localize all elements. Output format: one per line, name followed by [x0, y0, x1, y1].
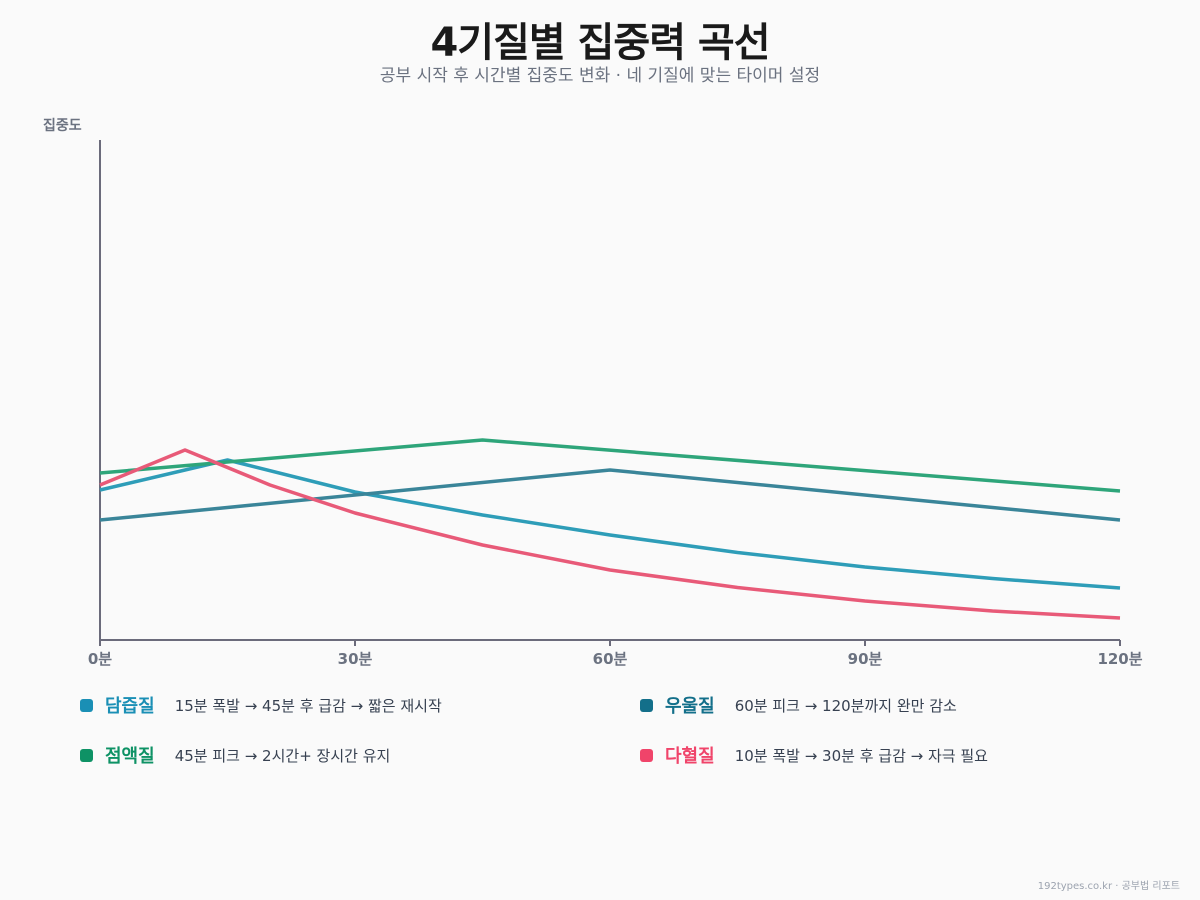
line-chart: 0분 30분 60분 90분 120분	[88, 140, 1143, 668]
chart-title: 4기질별 집중력 곡선	[430, 20, 770, 66]
legend-swatch	[80, 698, 93, 712]
chart-subtitle: 공부 시작 후 시간별 집중도 변화 · 네 기질에 맞는 타이머 설정	[379, 66, 821, 86]
legend-name: 우울질	[665, 696, 715, 717]
x-tick-label: 120분	[1097, 650, 1142, 668]
x-tick-label: 60분	[593, 650, 628, 668]
y-axis-label: 집중도	[43, 118, 82, 134]
footer-credit: 192types.co.kr · 공부법 리포트	[1037, 881, 1180, 892]
x-tick-label: 0분	[88, 650, 112, 668]
legend-swatch	[80, 748, 93, 762]
legend-description: 10분 폭발 → 30분 후 급감 → 자극 필요	[734, 746, 988, 765]
legend-item: 점액질 45분 피크 → 2시간+ 장시간 유지	[80, 743, 390, 767]
x-ticks: 0분 30분 60분 90분 120분	[88, 640, 1143, 668]
x-tick-label: 90분	[848, 650, 883, 668]
legend-name: 담즙질	[105, 696, 155, 717]
legend-description: 15분 폭발 → 45분 후 급감 → 짧은 재시작	[174, 696, 442, 715]
series-line-0	[99, 458, 1121, 590]
legend-item: 담즙질 15분 폭발 → 45분 후 급감 → 짧은 재시작	[80, 693, 442, 717]
legend-item: 다혈질 10분 폭발 → 30분 후 급감 → 자극 필요	[640, 743, 988, 767]
series-lines	[99, 438, 1121, 620]
legend-item: 우울질 60분 피크 → 120분까지 완만 감소	[640, 693, 957, 717]
legend-description: 60분 피크 → 120분까지 완만 감소	[734, 696, 957, 715]
x-tick-label: 30분	[338, 650, 373, 668]
legend-swatch	[640, 748, 653, 762]
legend-description: 45분 피크 → 2시간+ 장시간 유지	[174, 746, 391, 765]
legend-swatch	[640, 698, 653, 712]
series-line-3	[99, 448, 1121, 620]
axes	[99, 140, 1120, 641]
series-line-1	[99, 468, 1121, 522]
series-line-2	[99, 438, 1121, 493]
legend-name: 점액질	[105, 746, 155, 767]
legend-name: 다혈질	[665, 746, 715, 767]
